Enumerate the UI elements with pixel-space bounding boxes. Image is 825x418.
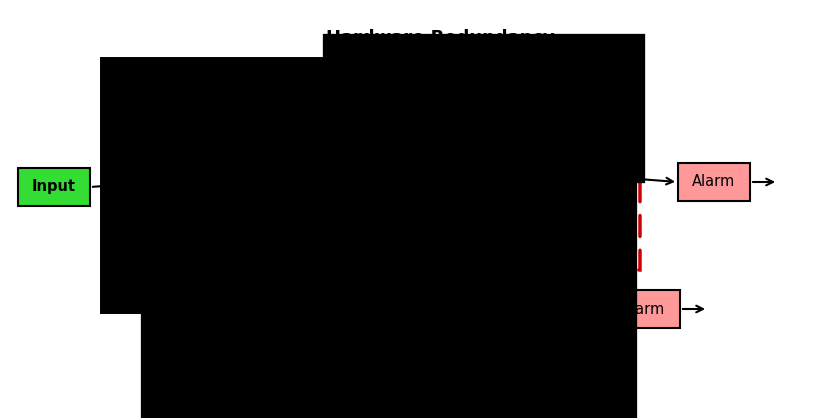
Text: Output: Output xyxy=(425,179,483,194)
Text: Extra Set
of Sensors: Extra Set of Sensors xyxy=(304,92,375,123)
Text: Alarm: Alarm xyxy=(622,301,666,316)
FancyBboxPatch shape xyxy=(242,265,403,351)
Bar xyxy=(282,80,397,135)
Bar xyxy=(18,168,90,206)
Text: Diagnostic
Logic: Diagnostic Logic xyxy=(464,289,537,321)
Text: 1 Set of
Sensors: 1 Set of Sensors xyxy=(312,172,367,203)
Bar xyxy=(418,168,490,206)
Bar xyxy=(282,160,397,215)
Text: Input: Input xyxy=(32,179,76,194)
Bar xyxy=(608,290,680,328)
Text: Hardware Redundancy: Hardware Redundancy xyxy=(326,29,554,47)
Text: Process: Process xyxy=(145,178,200,193)
Text: Diagnostic
Logic: Diagnostic Logic xyxy=(533,162,606,194)
Text: FDI Algorithm using
a Mathematical
Model: FDI Algorithm using a Mathematical Model xyxy=(257,285,389,331)
Text: Analytical Redundancy: Analytical Redundancy xyxy=(295,383,526,401)
FancyBboxPatch shape xyxy=(512,145,628,211)
Bar xyxy=(118,155,228,215)
FancyBboxPatch shape xyxy=(442,272,558,338)
Bar xyxy=(678,163,750,201)
Text: Alarm: Alarm xyxy=(692,174,736,189)
